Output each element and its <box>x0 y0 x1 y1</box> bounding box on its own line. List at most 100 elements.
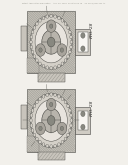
Circle shape <box>47 116 55 125</box>
Circle shape <box>42 30 61 54</box>
Circle shape <box>31 16 71 68</box>
Circle shape <box>68 109 71 112</box>
Circle shape <box>50 24 53 28</box>
Circle shape <box>81 46 85 51</box>
Circle shape <box>57 44 67 56</box>
Circle shape <box>30 114 33 117</box>
Circle shape <box>46 20 56 32</box>
Circle shape <box>46 93 49 97</box>
Circle shape <box>30 15 72 69</box>
Circle shape <box>36 44 45 56</box>
Circle shape <box>46 144 49 148</box>
Circle shape <box>61 140 64 144</box>
Circle shape <box>50 93 53 96</box>
Circle shape <box>67 104 69 108</box>
Circle shape <box>39 62 41 65</box>
Circle shape <box>39 19 41 22</box>
Circle shape <box>39 126 42 131</box>
Circle shape <box>42 64 45 68</box>
Circle shape <box>67 55 69 58</box>
Circle shape <box>58 64 60 68</box>
Circle shape <box>47 37 55 47</box>
Circle shape <box>54 144 56 148</box>
Circle shape <box>50 14 53 18</box>
Circle shape <box>46 98 56 111</box>
Circle shape <box>31 94 71 147</box>
Circle shape <box>39 140 41 144</box>
Bar <box>75 107 90 134</box>
Circle shape <box>39 97 41 101</box>
Circle shape <box>50 145 52 148</box>
Circle shape <box>67 133 69 137</box>
Circle shape <box>35 100 67 141</box>
Circle shape <box>42 143 45 146</box>
Circle shape <box>31 129 34 132</box>
Circle shape <box>64 137 67 141</box>
Text: FIG. 28: FIG. 28 <box>90 22 94 39</box>
Circle shape <box>68 50 71 54</box>
Circle shape <box>33 26 36 29</box>
Bar <box>75 29 90 55</box>
Circle shape <box>33 104 36 108</box>
Circle shape <box>42 95 45 98</box>
Circle shape <box>46 15 49 18</box>
Circle shape <box>70 45 72 49</box>
Circle shape <box>42 108 61 133</box>
Circle shape <box>64 22 67 25</box>
Circle shape <box>31 50 34 54</box>
Circle shape <box>31 109 34 112</box>
Circle shape <box>36 100 38 104</box>
Circle shape <box>35 21 67 63</box>
Circle shape <box>36 122 45 135</box>
Circle shape <box>58 95 60 98</box>
Circle shape <box>36 59 38 62</box>
Circle shape <box>54 15 56 18</box>
Circle shape <box>64 100 67 104</box>
Circle shape <box>30 40 32 44</box>
Circle shape <box>61 97 64 101</box>
Circle shape <box>68 30 71 34</box>
Circle shape <box>81 33 85 38</box>
Circle shape <box>30 119 32 122</box>
Circle shape <box>50 66 52 70</box>
Circle shape <box>60 126 64 131</box>
Circle shape <box>70 40 73 44</box>
Circle shape <box>54 66 56 69</box>
Circle shape <box>58 143 60 146</box>
Circle shape <box>54 93 56 97</box>
Bar <box>27 11 75 73</box>
Bar <box>27 58 39 73</box>
Circle shape <box>36 22 38 25</box>
Text: Patent Application Publication    Aug. 23, 2018  Sheet 18 of 18    US 2018/02223: Patent Application Publication Aug. 23, … <box>22 3 106 4</box>
Bar <box>38 152 65 160</box>
Circle shape <box>61 19 64 22</box>
Circle shape <box>61 62 64 65</box>
Circle shape <box>60 48 64 52</box>
Bar <box>78 111 88 130</box>
Circle shape <box>81 124 85 130</box>
Circle shape <box>67 26 69 29</box>
Circle shape <box>33 55 36 58</box>
Circle shape <box>36 137 38 141</box>
Circle shape <box>57 122 67 135</box>
Bar <box>27 89 75 152</box>
Bar <box>21 26 27 51</box>
Circle shape <box>30 124 33 127</box>
Bar <box>38 73 65 82</box>
Circle shape <box>70 119 73 122</box>
Circle shape <box>64 59 67 62</box>
Circle shape <box>81 111 85 117</box>
Circle shape <box>70 114 72 117</box>
Circle shape <box>42 16 45 20</box>
Circle shape <box>70 124 72 127</box>
Circle shape <box>33 133 36 137</box>
Circle shape <box>68 129 71 132</box>
Bar <box>21 105 27 129</box>
Bar <box>78 32 88 52</box>
Bar <box>27 136 39 152</box>
Circle shape <box>46 66 49 69</box>
Circle shape <box>39 48 42 52</box>
Circle shape <box>50 102 53 107</box>
Circle shape <box>31 30 34 34</box>
Circle shape <box>58 16 60 20</box>
